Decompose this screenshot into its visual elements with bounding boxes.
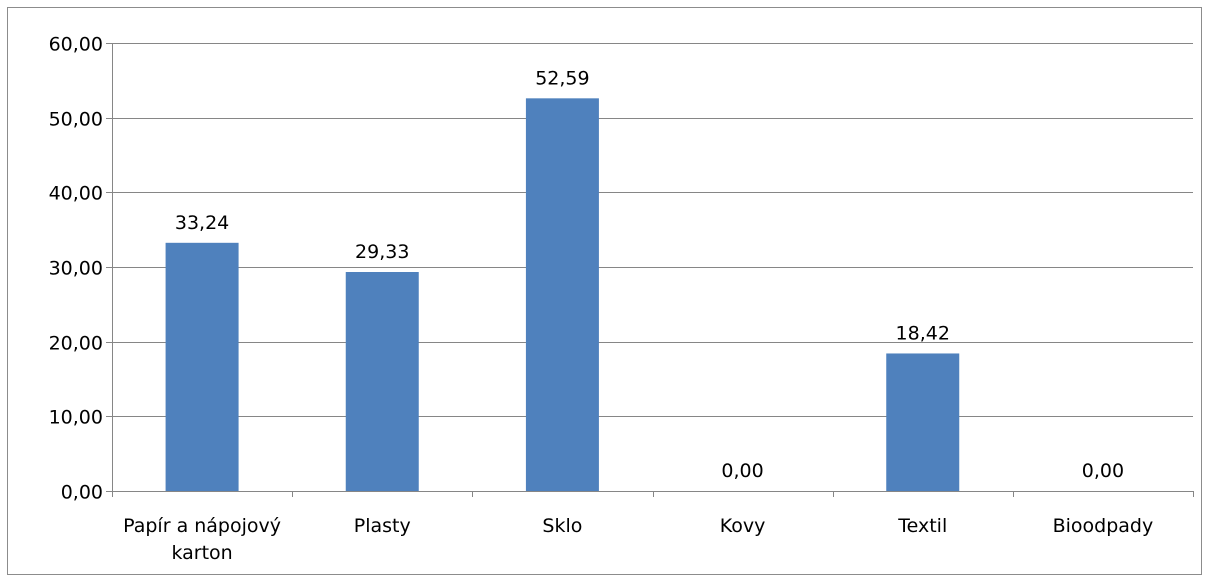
bar [525,98,599,491]
x-tick-label: Sklo [542,515,582,537]
y-tick-label: 0,00 [61,482,103,504]
bar [886,353,960,491]
axes: 0,00 10,00 20,00 30,00 40,00 50,00 60,00 Papír … [49,34,1194,564]
x-tick-label: Textil [897,515,947,537]
data-label: 0,00 [1082,460,1124,482]
bar [165,242,239,491]
x-tick-label: karton [171,542,232,564]
gridlines [112,43,1193,417]
data-label: 0,00 [721,460,763,482]
x-tick-label: Plasty [354,515,411,537]
y-tick-label: 40,00 [49,183,103,205]
y-tick-label: 10,00 [49,407,103,429]
y-tick-label: 50,00 [49,109,103,131]
x-tick-label: Bioodpady [1053,515,1154,537]
data-labels: 33,24 29,33 52,59 0,00 18,42 0,00 [175,67,1124,482]
bars [165,98,960,491]
data-label: 18,42 [896,322,950,344]
data-label: 29,33 [355,241,409,263]
y-tick-label: 30,00 [49,258,103,280]
x-tick-label: Papír a nápojový [123,515,281,537]
data-label: 33,24 [175,212,229,234]
y-tick-label: 60,00 [49,34,103,56]
y-tick-label: 20,00 [49,333,103,355]
x-tick-label: Kovy [720,515,766,537]
data-label: 52,59 [535,67,589,89]
bar [345,272,419,491]
